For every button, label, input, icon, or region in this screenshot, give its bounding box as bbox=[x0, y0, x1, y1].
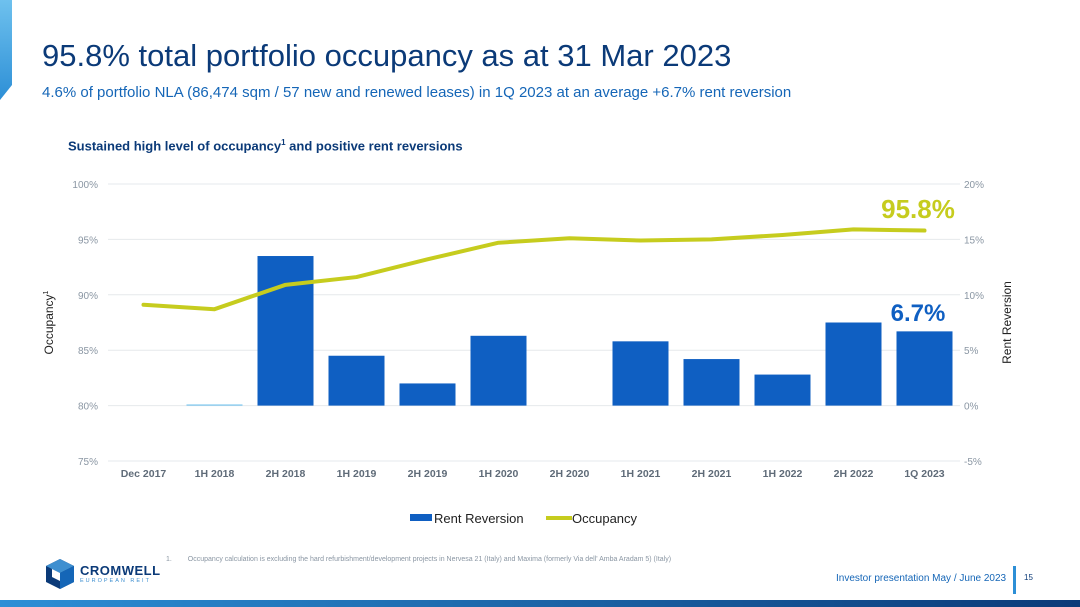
chart-title-main: Sustained high level of occupancy bbox=[68, 138, 282, 154]
x-tick-label: 1H 2021 bbox=[621, 468, 661, 480]
cromwell-logo-icon bbox=[46, 559, 74, 589]
x-tick-label: Dec 2017 bbox=[121, 468, 167, 480]
legend-swatch-rent-reversion bbox=[410, 514, 432, 521]
legend-label-rent-reversion: Rent Reversion bbox=[434, 511, 524, 526]
footnote-text: Occupancy calculation is excluding the h… bbox=[187, 556, 672, 563]
x-tick-label: 1Q 2023 bbox=[904, 468, 944, 480]
rent-reversion-bar bbox=[754, 374, 811, 406]
page-number: 15 bbox=[1024, 573, 1033, 582]
chart-title-rest: and positive rent reversions bbox=[285, 138, 463, 154]
y-left-tick-label: 100% bbox=[72, 180, 98, 191]
occupancy-point bbox=[568, 236, 571, 240]
rent-reversion-bar bbox=[612, 341, 669, 406]
cromwell-logo: CROMWELL EUROPEAN REIT bbox=[46, 559, 161, 589]
y-right-tick-label: 20% bbox=[964, 180, 984, 191]
rent-reversion-bar bbox=[896, 331, 953, 406]
x-tick-label: 1H 2020 bbox=[479, 468, 519, 480]
chart-title-footnote-mark: 1 bbox=[281, 138, 286, 147]
logo-subtitle: EUROPEAN REIT bbox=[80, 577, 151, 584]
footer-presentation-text: Investor presentation May / June 2023 bbox=[836, 573, 1007, 584]
page-subtitle: 4.6% of portfolio NLA (86,474 sqm / 57 n… bbox=[42, 84, 792, 101]
x-tick-label: 2H 2022 bbox=[834, 468, 874, 480]
header-accent-bar bbox=[0, 0, 12, 100]
chart-title: Sustained high level of occupancy1 and p… bbox=[68, 138, 463, 153]
occupancy-callout: 95.8% bbox=[881, 194, 955, 224]
logo-name: CROMWELL bbox=[80, 562, 161, 578]
occupancy-point bbox=[213, 307, 216, 311]
page-title: 95.8% total portfolio occupancy as at 31… bbox=[42, 38, 732, 73]
x-tick-label: 2H 2019 bbox=[408, 468, 448, 480]
occupancy-point bbox=[639, 239, 642, 243]
rent-reversion-bar bbox=[399, 383, 456, 406]
rent-reversion-bar bbox=[683, 359, 740, 406]
x-tick-label: 2H 2020 bbox=[550, 468, 590, 480]
occupancy-point bbox=[355, 275, 358, 279]
rent-reversion-bar bbox=[470, 335, 527, 406]
y-left-tick-label: 75% bbox=[78, 457, 98, 468]
occupancy-point bbox=[426, 257, 429, 261]
occupancy-point bbox=[497, 241, 500, 245]
y-right-tick-label: 0% bbox=[964, 402, 979, 413]
y-left-tick-label: 80% bbox=[78, 402, 98, 413]
occupancy-point bbox=[852, 227, 855, 231]
x-tick-label: 2H 2021 bbox=[692, 468, 732, 480]
y-right-tick-label: 15% bbox=[964, 235, 984, 246]
rent-reversion-bar bbox=[186, 404, 243, 406]
y-left-tick-label: 85% bbox=[78, 346, 98, 357]
occupancy-point bbox=[142, 303, 145, 307]
occupancy-point bbox=[781, 233, 784, 237]
rent-reversion-callout: 6.7% bbox=[891, 300, 946, 327]
x-tick-label: 2H 2018 bbox=[266, 468, 306, 480]
legend-label-occupancy: Occupancy bbox=[572, 511, 638, 526]
y-right-axis-label: Rent Reversion bbox=[1000, 281, 1014, 364]
footer-divider bbox=[1013, 566, 1016, 594]
occupancy-point bbox=[710, 237, 713, 241]
y-right-tick-label: 10% bbox=[964, 291, 984, 302]
footnote: 1. Occupancy calculation is excluding th… bbox=[166, 556, 671, 563]
occupancy-point bbox=[284, 283, 287, 287]
x-tick-label: 1H 2022 bbox=[763, 468, 803, 480]
rent-reversion-bar bbox=[825, 322, 882, 406]
y-left-tick-label: 95% bbox=[78, 235, 98, 246]
y-left-tick-label: 90% bbox=[78, 291, 98, 302]
occupancy-rent-reversion-chart: 75% 80% 85% 90% 95% 100% -5% 0% 5% 10% 15% 20% Occup… bbox=[42, 180, 1014, 526]
x-tick-label: 1H 2019 bbox=[337, 468, 377, 480]
y-right-tick-label: -5% bbox=[964, 457, 982, 468]
occupancy-point bbox=[923, 229, 926, 233]
x-tick-label: 1H 2018 bbox=[195, 468, 235, 480]
bottom-band bbox=[0, 600, 1080, 607]
rent-reversion-bar bbox=[328, 355, 385, 406]
rent-reversion-bar bbox=[257, 256, 314, 406]
y-right-tick-label: 5% bbox=[964, 346, 979, 357]
y-left-axis-label: Occupancy1 bbox=[42, 290, 56, 354]
footnote-number: 1. bbox=[166, 556, 172, 563]
occupancy-line bbox=[141, 227, 927, 312]
